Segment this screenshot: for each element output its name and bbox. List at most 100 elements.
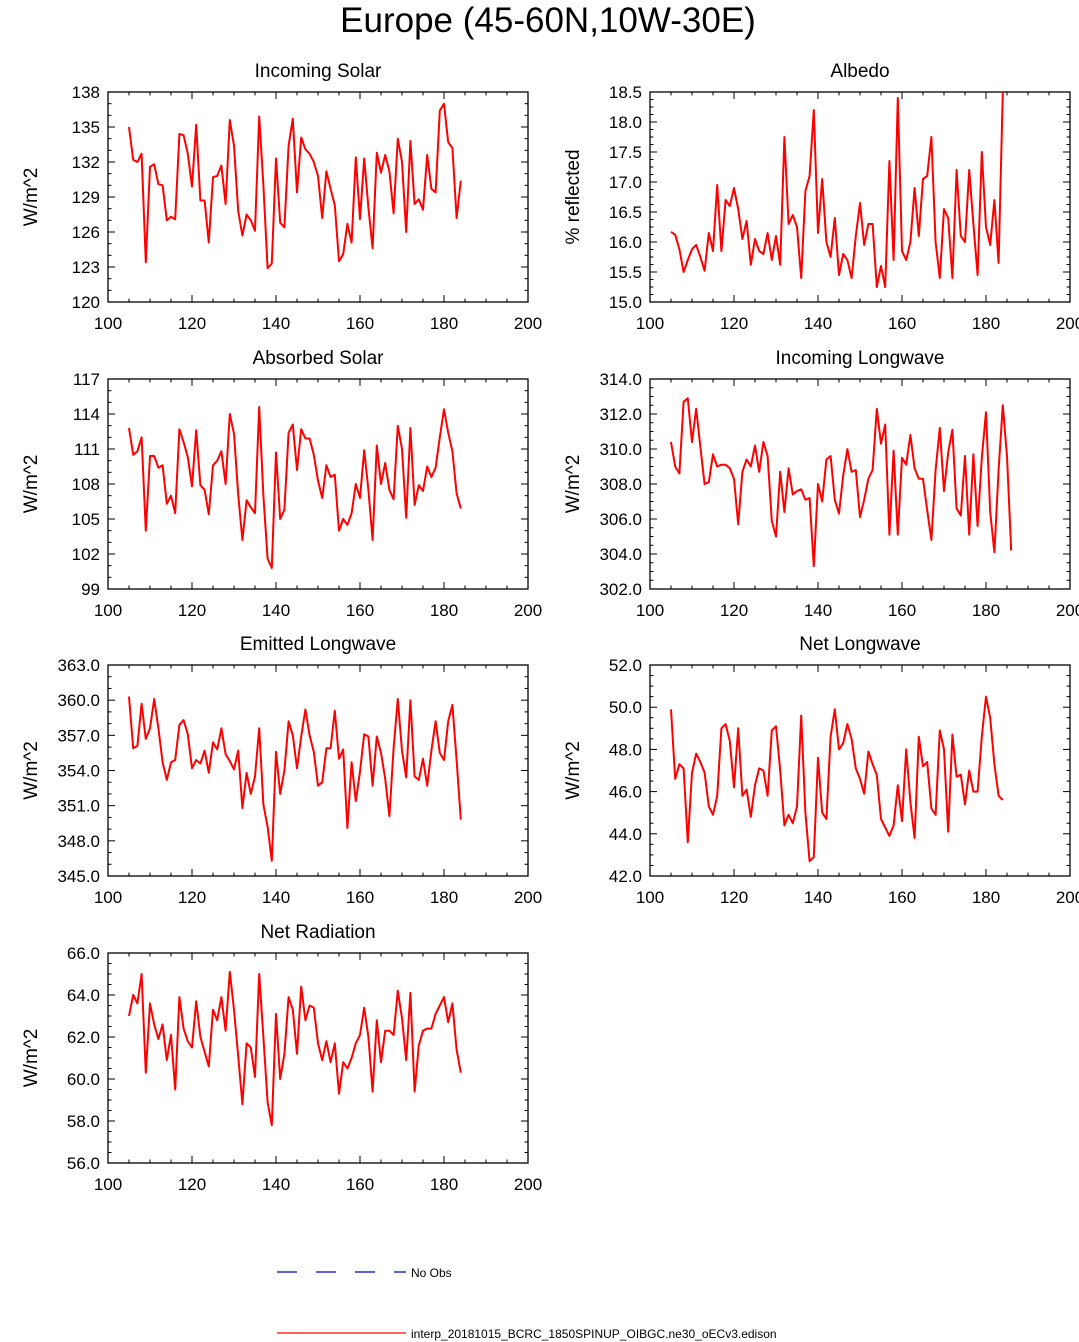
net-longwave-xtick-label: 100 [636, 888, 664, 907]
panels: 100 120 140 160 180 200 120 123 126 129 132 135 138 I… [21, 61, 1079, 1194]
emitted-longwave-xtick-label: 120 [178, 888, 206, 907]
incoming-longwave-ytick-label: 306.0 [599, 510, 642, 529]
albedo-xtick-label: 100 [636, 314, 664, 333]
net-radiation-xtick-label: 100 [94, 1175, 122, 1194]
net-longwave-ytick-label: 48.0 [609, 740, 642, 759]
emitted-longwave-xtick-label: 100 [94, 888, 122, 907]
albedo-series-line [670, 91, 1004, 288]
albedo-ylabel: % reflected [563, 149, 584, 244]
absorbed-solar-ytick-label: 99 [81, 580, 100, 599]
albedo-xtick-label: 140 [804, 314, 832, 333]
net-longwave-title: Net Longwave [799, 634, 920, 655]
incoming-longwave-xtick-label: 160 [888, 601, 916, 620]
incoming-solar-xtick-label: 140 [262, 314, 290, 333]
albedo-ytick-label: 16.0 [609, 233, 642, 252]
net-radiation-ytick-label: 58.0 [67, 1112, 100, 1131]
panel-albedo: 100 120 140 160 180 200 15.0 15.5 16.0 16.5 17.0 17… [563, 61, 1079, 333]
net-longwave-ytick-label: 50.0 [609, 698, 642, 717]
net-radiation-ytick-label: 60.0 [67, 1070, 100, 1089]
incoming-solar-xtick-label: 160 [346, 314, 374, 333]
net-longwave-ytick-label: 44.0 [609, 825, 642, 844]
incoming-solar-xtick-label: 200 [514, 314, 542, 333]
albedo-ytick-label: 15.0 [609, 293, 642, 312]
legend: No Obs interp_20181015_BCRC_1850SPINUP_O… [277, 1266, 777, 1341]
absorbed-solar-ytick-label: 111 [74, 440, 100, 459]
emitted-longwave-ytick-label: 360.0 [57, 691, 100, 710]
panel-incoming-solar: 100 120 140 160 180 200 120 123 126 129 132 135 138 I… [21, 61, 542, 333]
emitted-longwave-ytick-label: 354.0 [57, 762, 100, 781]
net-longwave-xtick-label: 180 [972, 888, 1000, 907]
albedo-xtick-label: 180 [972, 314, 1000, 333]
incoming-solar-xtick-label: 100 [94, 314, 122, 333]
net-longwave-series-line [670, 695, 1004, 863]
absorbed-solar-xtick-label: 140 [262, 601, 290, 620]
panel-absorbed-solar: 100 120 140 160 180 200 99 102 105 108 111 114 117 Ab… [21, 348, 542, 620]
incoming-solar-ytick-label: 135 [72, 118, 100, 137]
net-radiation-ytick-label: 66.0 [67, 944, 100, 963]
emitted-longwave-ytick-label: 348.0 [57, 832, 100, 851]
net-radiation-ytick-label: 64.0 [67, 986, 100, 1005]
net-longwave-ytick-label: 46.0 [609, 783, 642, 802]
emitted-longwave-ytick-label: 351.0 [57, 797, 100, 816]
net-radiation-series-line [128, 970, 462, 1127]
net-radiation-xtick-label: 160 [346, 1175, 374, 1194]
emitted-longwave-xtick-label: 160 [346, 888, 374, 907]
albedo-ytick-label: 17.0 [609, 173, 642, 192]
albedo-xtick-label: 200 [1056, 314, 1079, 333]
albedo-xtick-label: 160 [888, 314, 916, 333]
albedo-ytick-label: 15.5 [609, 263, 642, 282]
incoming-longwave-ytick-label: 314.0 [599, 370, 642, 389]
net-radiation-plot-frame [107, 952, 529, 1164]
incoming-longwave-ylabel: W/m^2 [563, 455, 584, 514]
incoming-solar-series-line [128, 102, 462, 270]
incoming-longwave-xtick-label: 140 [804, 601, 832, 620]
albedo-title: Albedo [830, 61, 889, 82]
incoming-longwave-ytick-label: 302.0 [599, 580, 642, 599]
incoming-longwave-ytick-label: 308.0 [599, 475, 642, 494]
legend-obs-label: No Obs [411, 1266, 452, 1280]
incoming-longwave-title: Incoming Longwave [776, 348, 945, 369]
absorbed-solar-series-line [128, 406, 462, 569]
absorbed-solar-ytick-label: 102 [72, 545, 100, 564]
incoming-solar-ytick-label: 120 [72, 293, 100, 312]
incoming-longwave-xtick-label: 100 [636, 601, 664, 620]
net-radiation-ytick-label: 56.0 [67, 1154, 100, 1173]
incoming-solar-plot-frame [107, 91, 529, 303]
net-radiation-ytick-label: 62.0 [67, 1028, 100, 1047]
albedo-ytick-label: 18.0 [609, 113, 642, 132]
incoming-longwave-xtick-label: 200 [1056, 601, 1079, 620]
net-longwave-ytick-label: 52.0 [609, 656, 642, 675]
net-radiation-xtick-label: 140 [262, 1175, 290, 1194]
incoming-solar-ytick-label: 126 [72, 223, 100, 242]
albedo-xtick-label: 120 [720, 314, 748, 333]
net-radiation-xtick-label: 120 [178, 1175, 206, 1194]
net-radiation-xtick-label: 180 [430, 1175, 458, 1194]
incoming-solar-ytick-label: 132 [72, 153, 100, 172]
absorbed-solar-xtick-label: 200 [514, 601, 542, 620]
net-longwave-xtick-label: 120 [720, 888, 748, 907]
incoming-longwave-ytick-label: 312.0 [599, 405, 642, 424]
absorbed-solar-xtick-label: 180 [430, 601, 458, 620]
net-longwave-xtick-label: 160 [888, 888, 916, 907]
panel-emitted-longwave: 100 120 140 160 180 200 345.0 348.0 351.0 354.0 35… [21, 634, 542, 907]
emitted-longwave-series-line [128, 696, 462, 862]
albedo-ytick-label: 16.5 [609, 203, 642, 222]
incoming-solar-ytick-label: 138 [72, 83, 100, 102]
legend-model-label: interp_20181015_BCRC_1850SPINUP_OIBGC.ne… [411, 1327, 777, 1341]
absorbed-solar-ytick-label: 114 [73, 405, 100, 424]
net-longwave-xtick-label: 200 [1056, 888, 1079, 907]
absorbed-solar-ytick-label: 117 [73, 370, 100, 389]
panel-incoming-longwave: 100 120 140 160 180 200 302.0 304.0 306.0 308.0 31… [563, 348, 1079, 620]
incoming-longwave-xtick-label: 180 [972, 601, 1000, 620]
absorbed-solar-ylabel: W/m^2 [21, 455, 42, 514]
emitted-longwave-title: Emitted Longwave [240, 634, 396, 655]
absorbed-solar-ytick-label: 108 [72, 475, 100, 494]
emitted-longwave-xtick-label: 140 [262, 888, 290, 907]
emitted-longwave-plot-frame [107, 664, 529, 877]
emitted-longwave-ytick-label: 345.0 [57, 867, 100, 886]
albedo-plot-frame [649, 91, 1071, 303]
albedo-ytick-label: 17.5 [609, 143, 642, 162]
incoming-solar-ylabel: W/m^2 [21, 168, 42, 227]
incoming-longwave-plot-frame [649, 378, 1071, 590]
panel-net-longwave: 100 120 140 160 180 200 42.0 44.0 46.0 48.0 50.0 52… [563, 634, 1079, 907]
